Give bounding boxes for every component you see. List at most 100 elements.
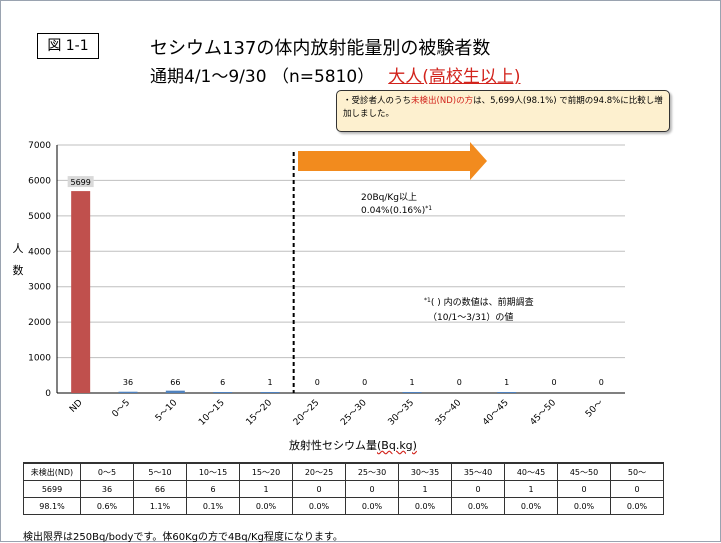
table-percent-cell: 0.0% — [345, 497, 399, 515]
x-tick-label: 20～25 — [292, 398, 322, 428]
x-tick-label: 0～5 — [111, 398, 133, 420]
chart-title: セシウム137の体内放射能量別の被験者数 — [150, 38, 491, 59]
data-label: 1 — [267, 378, 272, 387]
table-percent-cell: 98.1% — [23, 497, 81, 515]
table-header-cell: 45～50 — [557, 462, 611, 481]
annotation-20bq-sup: *1 — [425, 205, 432, 212]
callout-bullet: ・ — [343, 96, 352, 106]
data-label: 1 — [409, 378, 414, 387]
data-label: 1 — [504, 378, 509, 387]
chart-subtitle: 通期4/1～9/30 （n=5810） 大人(高校生以上) — [150, 62, 521, 87]
table-count-cell: 66 — [133, 480, 187, 498]
subtitle-group: 大人(高校生以上) — [388, 67, 521, 87]
bar — [402, 392, 422, 393]
x-tick-label: 35～40 — [434, 398, 464, 428]
x-tick-label: 15～20 — [244, 398, 274, 428]
table-header-row: 未検出(ND) 0～5 5～10 10～15 15～20 20～25 25～30 30～35 3… — [23, 462, 664, 481]
table-count-cell: 6 — [186, 480, 240, 498]
subtitle-period: 通期4/1～9/30 （n=5810） — [150, 67, 375, 87]
y-tick-label: 0 — [45, 389, 51, 399]
bar — [118, 391, 138, 393]
y-tick-label: 7000 — [28, 141, 51, 151]
table-percent-cell: 0.0% — [292, 497, 346, 515]
y-tick-label: 2000 — [28, 318, 51, 328]
y-tick-label: 5000 — [28, 212, 51, 222]
data-label: 36 — [123, 378, 133, 387]
data-label-bg — [67, 176, 94, 188]
x-tick-label: 25～30 — [339, 398, 369, 428]
table-header-cell: 25～30 — [345, 462, 399, 481]
figure-label: 図 1-1 — [37, 33, 99, 59]
data-label: 0 — [315, 378, 320, 387]
callout-text-red: 未検出(ND)の方 — [411, 96, 474, 106]
x-tick-label: 10～15 — [197, 398, 227, 428]
x-axis-label: 放射性セシウム量(Bq.kg) — [289, 437, 417, 453]
y-tick-label: 1000 — [28, 354, 51, 364]
bar — [71, 191, 91, 393]
orange-arrow — [298, 142, 487, 180]
table-percent-cell: 0.0% — [557, 497, 611, 515]
table-percent-cell: 0.0% — [504, 497, 558, 515]
bar — [213, 392, 233, 393]
x-axis-unit: (Bq.kg) — [377, 439, 417, 452]
table-count-cell: 1 — [398, 480, 452, 498]
note-line2: （10/1～3/31）の値 — [428, 311, 513, 323]
x-tick-label: 40～45 — [481, 398, 511, 428]
data-table: 未検出(ND) 0～5 5～10 10～15 15～20 20～25 25～30 30～35 3… — [23, 462, 664, 515]
table-count-cell: 0 — [345, 480, 399, 498]
y-tick-label: 4000 — [28, 247, 51, 257]
grid-lines — [56, 144, 625, 394]
bar — [260, 392, 280, 393]
data-label: 66 — [170, 378, 180, 387]
footnote: 検出限界は250Bq/bodyです。体60Kgの方で4Bq/Kg程度になります。 — [23, 532, 343, 543]
table-count-cell: 36 — [80, 480, 134, 498]
x-tick-label: 30～35 — [386, 398, 416, 428]
table-header-cell: 未検出(ND) — [23, 462, 81, 481]
table-percent-row: 98.1% 0.6% 1.1% 0.1% 0.0% 0.0% 0.0% 0.0% 0.0% 0.0… — [23, 497, 664, 515]
x-axis-label-text: 放射性セシウム量 — [289, 439, 377, 452]
x-tick-label: 45～50 — [528, 398, 558, 428]
table-count-row: 5699 36 66 6 1 0 0 1 0 1 0 0 — [23, 480, 664, 498]
annotation-20bq-line2: 0.04%(0.16%)*1 — [361, 205, 432, 216]
annotation-20bq-line1: 20Bq/Kg以上 — [361, 192, 417, 203]
data-label: 0 — [551, 378, 556, 387]
table-header-cell: 20～25 — [292, 462, 346, 481]
table-percent-cell: 0.0% — [398, 497, 452, 515]
data-label: 0 — [457, 378, 462, 387]
callout-text-b: は、5,699人(98.1%) で前期の94.8%に比較し増加しました。 — [343, 96, 663, 119]
summary-callout: ・受診者人のうち未検出(ND)の方は、5,699人(98.1%) で前期の94.… — [336, 90, 670, 132]
callout-text-a: 受診者人のうち — [351, 96, 412, 106]
table-percent-cell: 0.6% — [80, 497, 134, 515]
x-tick-label: ND — [68, 398, 85, 415]
table-header-cell: 15～20 — [239, 462, 293, 481]
table-count-cell: 0 — [610, 480, 664, 498]
data-label: 0 — [362, 378, 367, 387]
note-line1: *1( ) 内の数値は、前期調査 — [424, 296, 534, 308]
table-percent-cell: 0.0% — [239, 497, 293, 515]
annotation-20bq-value: 0.04%(0.16%) — [361, 206, 425, 216]
y-tick-label: 6000 — [28, 176, 51, 186]
table-header-cell: 5～10 — [133, 462, 187, 481]
table-header-cell: 0～5 — [80, 462, 134, 481]
table-header-cell: 30～35 — [398, 462, 452, 481]
table-count-cell: 5699 — [23, 480, 81, 498]
table-count-cell: 1 — [239, 480, 293, 498]
y-tick-label: 3000 — [28, 283, 51, 293]
data-label: 6 — [220, 378, 225, 387]
table-count-cell: 1 — [504, 480, 558, 498]
table-header-cell: 10～15 — [186, 462, 240, 481]
y-axis-label: 人数 — [12, 242, 24, 277]
table-count-cell: 0 — [451, 480, 505, 498]
x-tick-label: 50～ — [584, 398, 606, 420]
table-percent-cell: 0.0% — [610, 497, 664, 515]
x-tick-labels: ND 0～5 5～10 10～15 15～20 20～25 25～30 30～35 35～40 4… — [68, 398, 605, 428]
table-count-cell: 0 — [292, 480, 346, 498]
data-label: 0 — [599, 378, 604, 387]
table-percent-cell: 1.1% — [133, 497, 187, 515]
table-percent-cell: 0.0% — [451, 497, 505, 515]
x-tick-label: 5～10 — [154, 398, 180, 424]
data-label: 5699 — [70, 178, 90, 187]
note-line1-text: ( ) 内の数値は、前期調査 — [431, 296, 534, 308]
